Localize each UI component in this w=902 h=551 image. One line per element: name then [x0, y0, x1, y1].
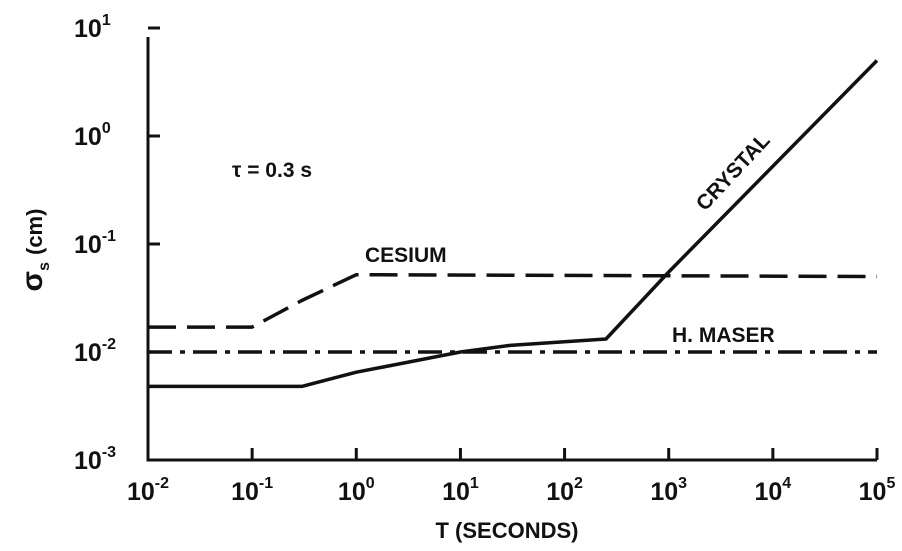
y-tick-label: 101	[74, 12, 111, 43]
y-tick-label: 10-2	[74, 336, 116, 367]
y-tick-label: 100	[74, 120, 111, 151]
x-axis-ticks: 10-2 10-1 100 101 102 103 104 105	[127, 448, 895, 506]
y-axis-label: σs (cm)	[16, 209, 53, 292]
series-label-cesium: CESIUM	[365, 244, 447, 267]
series-label-maser: H. MASER	[672, 324, 775, 347]
x-axis-label: T (SECONDS)	[436, 518, 579, 543]
annotation-tau: τ = 0.3 s	[232, 159, 312, 182]
y-tick-label: 10-3	[74, 444, 116, 475]
series-line-cesium	[148, 275, 877, 327]
y-axis-label-unit: (cm)	[22, 209, 47, 255]
x-tick-label: 105	[859, 475, 896, 506]
x-tick-label: 10-2	[127, 475, 169, 506]
x-tick-label: 101	[442, 475, 479, 506]
x-tick-label: 103	[650, 475, 687, 506]
x-tick-label: 102	[546, 475, 583, 506]
x-tick-label: 100	[338, 475, 375, 506]
y-tick-label: 10-1	[74, 228, 116, 259]
svg-text:σs(cm): σs (cm)	[16, 209, 53, 292]
series-label-crystal: CRYSTAL	[692, 129, 775, 216]
x-tick-label: 104	[754, 475, 791, 506]
y-axis-label-subscript: s	[36, 262, 53, 271]
plot-frame	[148, 37, 877, 460]
plot-border	[148, 37, 877, 460]
x-tick-label: 10-1	[231, 475, 273, 506]
y-axis-label-symbol: σ	[16, 271, 49, 292]
